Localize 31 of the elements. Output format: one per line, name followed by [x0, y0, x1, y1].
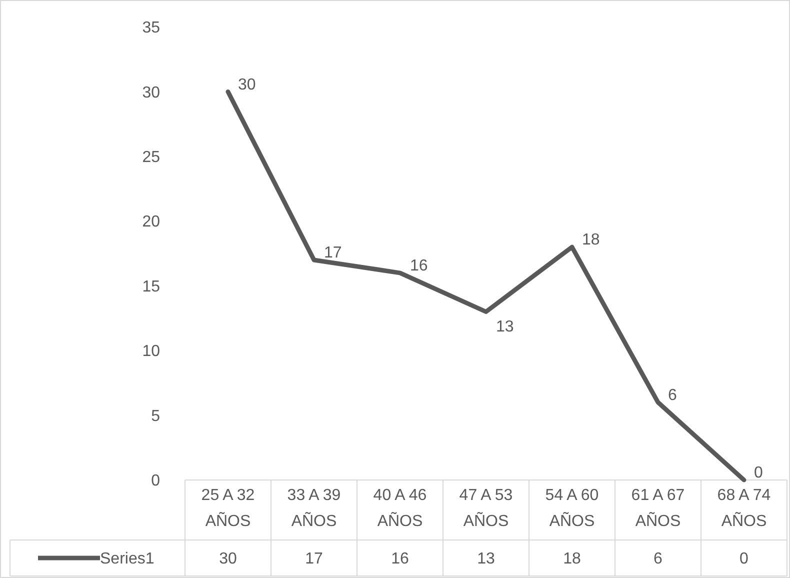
x-tick-label: 33 A 39 AÑOS	[287, 487, 341, 530]
x-tick-label: 61 A 67 AÑOS	[631, 487, 685, 530]
y-tick-label: 25	[142, 149, 160, 166]
annotation: 17	[324, 244, 342, 262]
data-label: 13	[477, 550, 495, 568]
y-tick-label: 5	[151, 408, 160, 425]
x-tick-label: 68 A 74 AÑOS	[717, 487, 771, 530]
x-tick-label: 47 A 53 AÑOS	[459, 487, 513, 530]
annotation: 13	[496, 318, 514, 336]
line-series	[226, 89, 746, 482]
data-label: 18	[563, 550, 581, 568]
data-label: 17	[305, 550, 323, 568]
y-tick-label: 30	[142, 84, 160, 102]
x-tick-label: 25 A 32 AÑOS	[201, 487, 255, 530]
data-label: 6	[654, 550, 663, 568]
legend-label: Series1	[100, 550, 154, 568]
annotation: 30	[238, 76, 256, 94]
annotation: 18	[582, 232, 600, 249]
annotation: 16	[410, 258, 428, 275]
y-tick-label: 15	[142, 278, 160, 296]
y-tick-label: 20	[142, 214, 160, 231]
annotation: 0	[754, 464, 763, 482]
data-label: 30	[219, 550, 237, 568]
data-label: 16	[391, 550, 409, 568]
annotation: 6	[668, 386, 677, 404]
x-tick-label: 54 A 60 AÑOS	[545, 487, 599, 530]
y-tick-label: 0	[151, 472, 160, 490]
y-tick-label: 35	[142, 20, 160, 37]
data-label: 0	[740, 550, 749, 568]
y-tick-label: 10	[142, 343, 160, 360]
x-tick-label: 40 A 46 AÑOS	[373, 487, 427, 530]
